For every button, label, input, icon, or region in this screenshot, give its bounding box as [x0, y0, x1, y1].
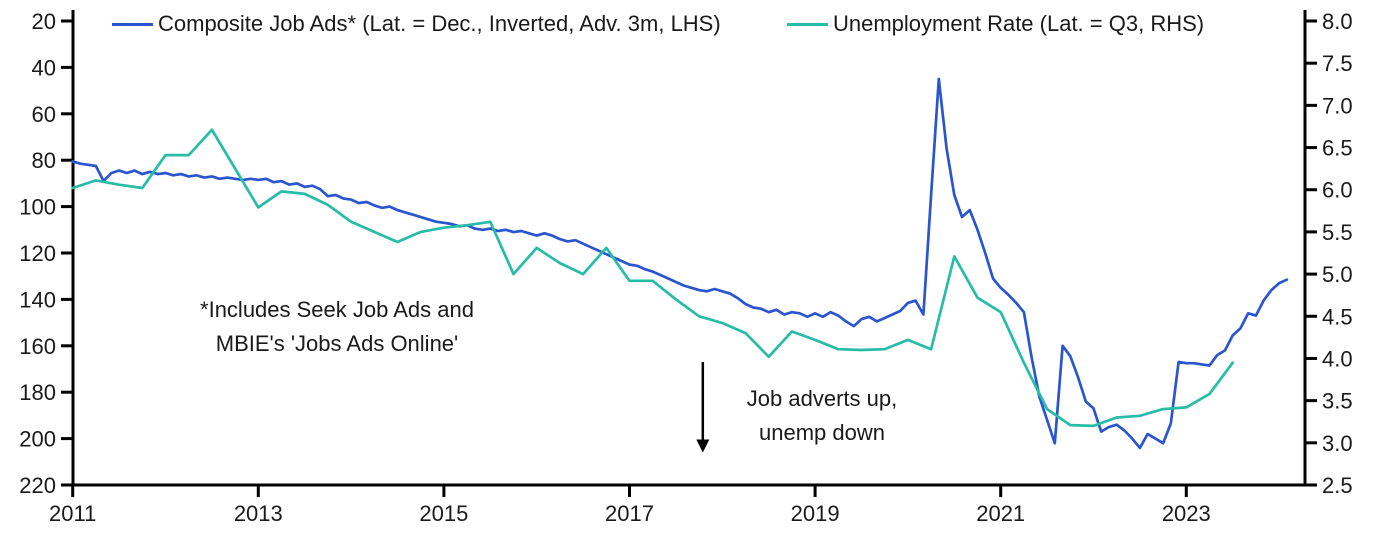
right-axis-tick-label: 3.5 — [1322, 389, 1353, 414]
x-axis-tick-label: 2023 — [1162, 501, 1211, 526]
x-axis-tick-label: 2019 — [791, 501, 840, 526]
left-axis: 20 40 60 80 100 120 140 160 180 200 220 — [19, 9, 75, 498]
left-axis-tick-label: 120 — [19, 241, 56, 266]
unemployment-rate-line — [71, 128, 1235, 428]
legend-composite-job-ads: Composite Job Ads* (Lat. = Dec., Inverte… — [112, 11, 721, 37]
arrow-text-line-2: unemp down — [759, 420, 885, 445]
right-axis-tick-label: 5.0 — [1322, 262, 1353, 287]
x-axis-tick-label: 2013 — [234, 501, 283, 526]
right-axis-tick-label: 2.5 — [1322, 473, 1353, 498]
right-axis-tick-label: 5.5 — [1322, 220, 1353, 245]
right-axis: 8.0 7.5 7.0 6.5 6.0 5.5 5.0 4.5 4.0 3.5 3.0 2.5 — [1303, 9, 1353, 498]
left-axis-tick-label: 100 — [19, 195, 56, 220]
left-axis-tick-label: 200 — [19, 427, 56, 452]
arrow-text-line-1: Job adverts up, — [746, 386, 898, 411]
left-axis-tick-label: 40 — [32, 55, 56, 80]
left-axis-tick-label: 160 — [19, 334, 56, 359]
footnote-annotation: *Includes Seek Job Ads and MBIE's 'Jobs … — [167, 293, 507, 361]
legend-unemployment-label: Unemployment Rate (Lat. = Q3, RHS) — [833, 11, 1205, 36]
footnote-line-2: MBIE's 'Jobs Ads Online' — [215, 331, 459, 356]
x-axis: 2011 2013 2015 2017 2019 2021 2023 — [49, 483, 1307, 526]
left-axis-tick-label: 80 — [32, 148, 56, 173]
right-axis-tick-label: 7.5 — [1322, 51, 1353, 76]
right-axis-tick-label: 6.0 — [1322, 178, 1353, 203]
right-axis-tick-label: 3.0 — [1322, 431, 1353, 456]
right-axis-tick-label: 8.0 — [1322, 9, 1353, 34]
down-arrow-head — [696, 439, 710, 453]
x-axis-tick-label: 2021 — [976, 501, 1025, 526]
left-axis-tick-label: 220 — [19, 473, 56, 498]
right-axis-tick-label: 4.0 — [1322, 346, 1353, 371]
teal-line-swatch-icon — [787, 22, 828, 26]
arrow-annotation: Job adverts up, unemp down — [722, 382, 922, 450]
right-axis-tick-label: 4.5 — [1322, 304, 1353, 329]
footnote-line-1: *Includes Seek Job Ads and — [200, 297, 474, 322]
composite-job-ads-line — [71, 77, 1289, 450]
left-axis-tick-label: 180 — [19, 380, 56, 405]
legend-composite-label: Composite Job Ads* (Lat. = Dec., Inverte… — [158, 11, 721, 36]
right-axis-tick-label: 6.5 — [1322, 136, 1353, 161]
left-axis-tick-label: 20 — [32, 9, 56, 34]
down-arrow-icon — [696, 362, 710, 453]
x-axis-tick-label: 2011 — [49, 501, 96, 526]
left-axis-tick-label: 60 — [32, 102, 56, 127]
right-axis-tick-label: 7.0 — [1322, 93, 1353, 118]
blue-line-swatch-icon — [112, 22, 153, 26]
x-axis-tick-label: 2017 — [605, 501, 654, 526]
legend-unemployment-rate: Unemployment Rate (Lat. = Q3, RHS) — [787, 11, 1204, 37]
left-axis-tick-label: 140 — [19, 287, 56, 312]
x-axis-tick-label: 2015 — [419, 501, 468, 526]
